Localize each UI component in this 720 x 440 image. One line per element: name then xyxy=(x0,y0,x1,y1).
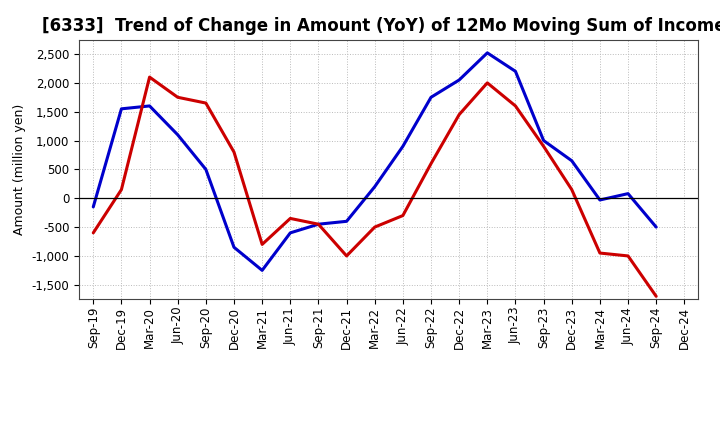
Net Income xyxy=(89,230,98,235)
Net Income xyxy=(230,150,238,155)
Ordinary Income xyxy=(399,144,408,149)
Ordinary Income xyxy=(567,158,576,163)
Ordinary Income xyxy=(89,204,98,209)
Net Income xyxy=(539,144,548,149)
Net Income xyxy=(567,187,576,192)
Net Income xyxy=(370,224,379,230)
Ordinary Income xyxy=(286,230,294,235)
Net Income xyxy=(145,74,154,80)
Ordinary Income xyxy=(539,138,548,143)
Line: Net Income: Net Income xyxy=(94,77,656,296)
Net Income xyxy=(202,100,210,106)
Net Income xyxy=(399,213,408,218)
Ordinary Income xyxy=(117,106,126,111)
Ordinary Income xyxy=(145,103,154,109)
Ordinary Income xyxy=(624,191,632,196)
Net Income xyxy=(427,161,436,166)
Y-axis label: Amount (million yen): Amount (million yen) xyxy=(13,104,26,235)
Line: Ordinary Income: Ordinary Income xyxy=(94,53,656,270)
Net Income xyxy=(455,112,464,117)
Ordinary Income xyxy=(427,95,436,100)
Ordinary Income xyxy=(342,219,351,224)
Net Income xyxy=(117,187,126,192)
Net Income xyxy=(314,222,323,227)
Net Income xyxy=(483,80,492,85)
Ordinary Income xyxy=(258,268,266,273)
Title: [6333]  Trend of Change in Amount (YoY) of 12Mo Moving Sum of Incomes: [6333] Trend of Change in Amount (YoY) o… xyxy=(42,17,720,35)
Ordinary Income xyxy=(652,224,660,230)
Ordinary Income xyxy=(483,50,492,55)
Ordinary Income xyxy=(455,77,464,83)
Ordinary Income xyxy=(230,245,238,250)
Net Income xyxy=(342,253,351,259)
Ordinary Income xyxy=(314,222,323,227)
Ordinary Income xyxy=(202,167,210,172)
Ordinary Income xyxy=(511,69,520,74)
Net Income xyxy=(652,293,660,299)
Ordinary Income xyxy=(174,132,182,137)
Net Income xyxy=(595,250,604,256)
Net Income xyxy=(174,95,182,100)
Net Income xyxy=(624,253,632,259)
Net Income xyxy=(511,103,520,109)
Ordinary Income xyxy=(370,184,379,189)
Net Income xyxy=(286,216,294,221)
Ordinary Income xyxy=(595,197,604,202)
Net Income xyxy=(258,242,266,247)
